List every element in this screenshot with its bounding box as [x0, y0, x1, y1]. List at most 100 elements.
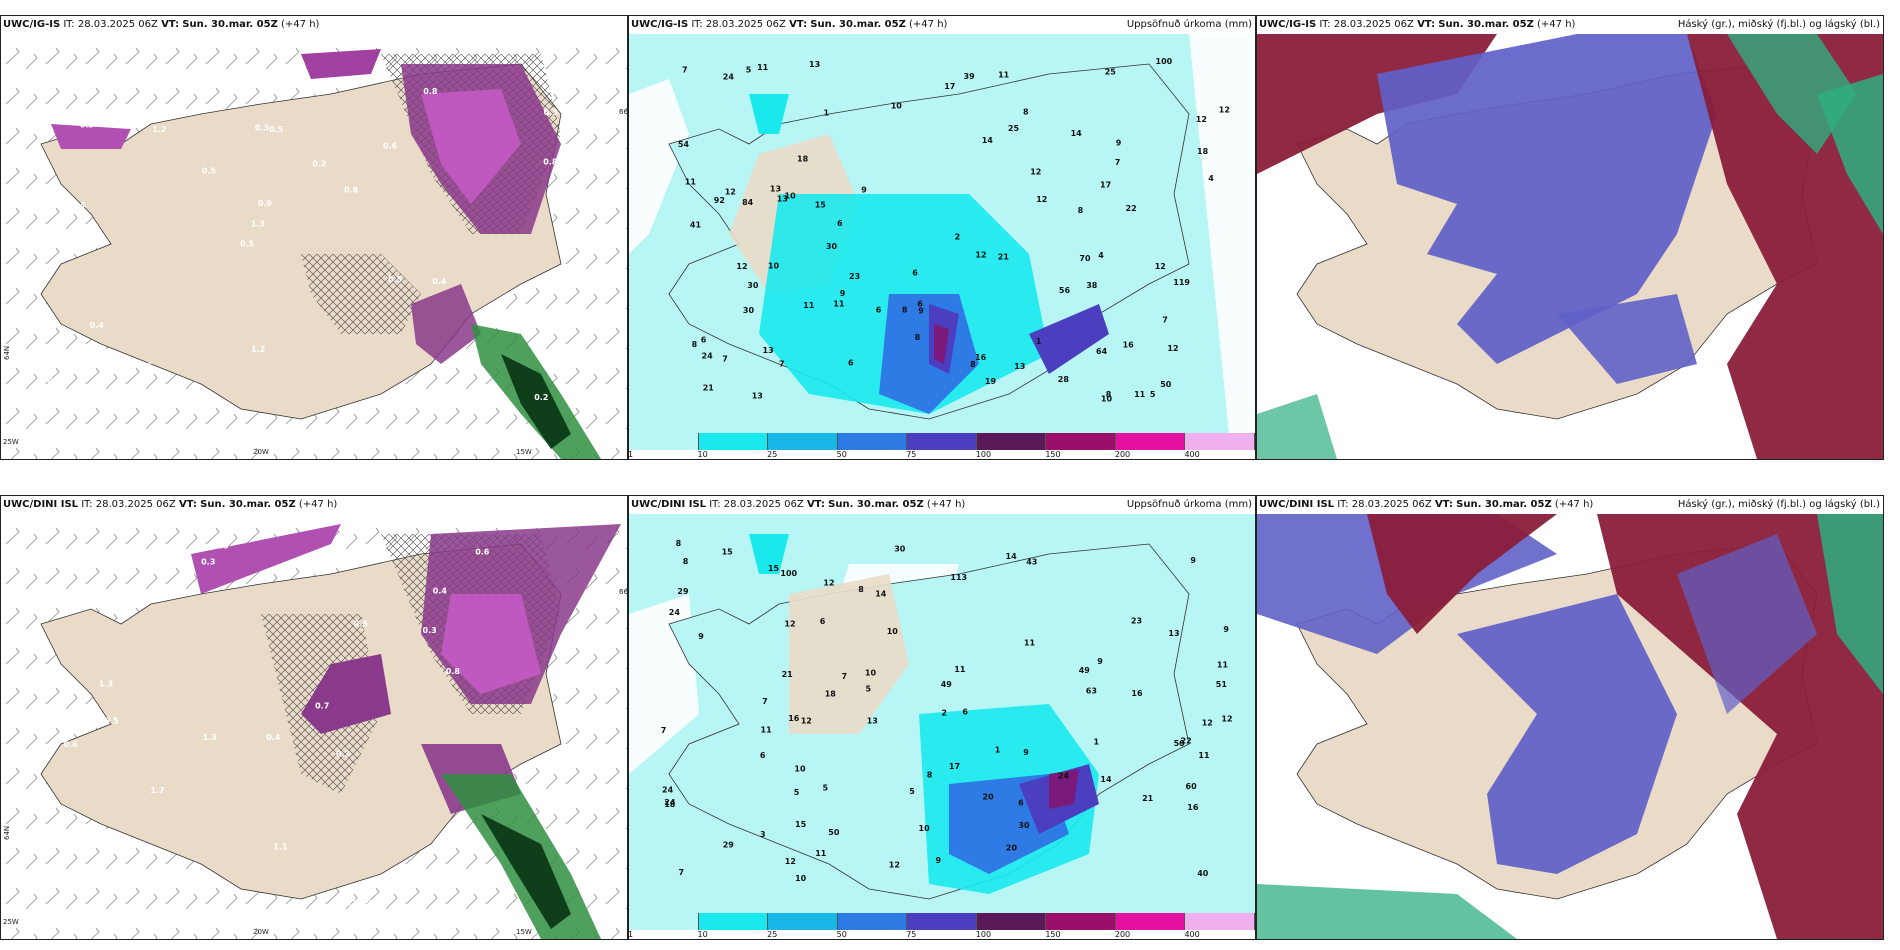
value-label: 0.7 [315, 701, 329, 710]
value-label: 9 [1097, 657, 1103, 666]
value-label: 2 [941, 709, 947, 718]
value-label: 8 [927, 770, 933, 779]
panel-title: Háský (gr.), miðský (fj.bl.) og lágský (… [1677, 499, 1880, 510]
lat-label: 25W [3, 438, 19, 446]
value-label: 0.9 [358, 898, 373, 907]
lat-label: 64N [3, 346, 11, 360]
value-label: 8 [902, 306, 908, 315]
value-label: 8 [858, 585, 864, 594]
value-label: 0.3 [80, 121, 94, 130]
it-value: 28.03.2025 06Z [1351, 499, 1432, 510]
map-precipitation: 6 13 5 4 5 1 8 30 11 8 22 39 7 8 6 1 2 4 12 9 11 10 13 11 16 12 8 6… [629, 34, 1255, 434]
value-label: 12 [1167, 344, 1178, 353]
value-label: 13 [1168, 629, 1179, 638]
value-label: 21 [782, 670, 794, 679]
value-label: 3 [760, 830, 766, 839]
value-label: 54 [678, 140, 690, 149]
colorbar-swatch [907, 433, 977, 450]
value-label: 0.4 [432, 277, 447, 286]
model-name: UWC/IG-IS [631, 19, 689, 30]
value-label: 0.5 [202, 167, 217, 176]
panel-ig-is-precip: UWC/IG-IS IT: 28.03.2025 06Z VT: Sun. 30… [628, 15, 1256, 460]
value-label: 20 [1006, 844, 1018, 853]
value-label: 11 [954, 665, 966, 674]
value-label: 13 [1014, 362, 1025, 371]
value-label: 12 [1219, 106, 1230, 115]
value-label: 10 [887, 627, 899, 636]
value-label: 12 [785, 857, 796, 866]
value-label: 0.6 [596, 189, 611, 198]
value-label: 0.2 [534, 393, 548, 402]
value-label: 0.8 [446, 667, 461, 676]
value-label: 7 [762, 697, 768, 706]
colorbar-swatch [698, 433, 769, 450]
colorbar-swatch [976, 433, 1047, 450]
lat-label: 66N [619, 588, 627, 596]
value-label: 8 [683, 557, 689, 566]
value-label: 0.3 [201, 558, 215, 567]
lat-label: 66N [619, 108, 627, 116]
model-name: UWC/IG-IS [1259, 19, 1317, 30]
value-label: 24 [1058, 771, 1070, 780]
value-label: 11 [1217, 660, 1229, 669]
value-label: 30 [894, 545, 906, 554]
value-label: 7 [842, 672, 848, 681]
value-label: 84 [742, 198, 754, 207]
panel-header: UWC/IG-IS IT: 28.03.2025 06Z VT: Sun. 30… [1257, 16, 1883, 34]
value-label: 5 [794, 788, 800, 797]
value-label: 13 [809, 60, 820, 69]
value-label: 119 [1173, 278, 1190, 287]
value-label: 10 [891, 101, 903, 110]
it-value: 28.03.2025 06Z [77, 19, 158, 30]
value-label: 23 [849, 272, 860, 281]
value-label: 11 [833, 300, 845, 309]
map-snow-wind: 20W 15W 64N 66N 25W 0.20.40.30.50.60.40.… [1, 34, 627, 459]
value-label: 63 [1086, 687, 1097, 696]
panel-title: Háský (gr.), miðský (fj.bl.) og lágský (… [1677, 19, 1880, 30]
value-label: 12 [1036, 195, 1047, 204]
vt-value: Sun. 30.mar. 05Z [182, 19, 278, 30]
value-label: 2 [955, 233, 961, 242]
colorbar-tick: 50 [836, 930, 847, 939]
value-label: 92 [714, 196, 725, 205]
colorbar-swatch [768, 433, 838, 450]
vt-label: VT: [806, 499, 825, 510]
value-label: 40 [1197, 869, 1209, 878]
value-label: 8 [676, 539, 682, 548]
value-label: 12 [784, 619, 795, 628]
value-label: 14 [1071, 129, 1083, 138]
panel-header: UWC/IG-IS IT: 28.03.2025 06Z VT: Sun. 30… [1, 16, 627, 34]
value-label: 11 [761, 726, 773, 735]
value-label: 49 [941, 680, 953, 689]
value-label: 0.5 [269, 125, 284, 134]
value-label: 9 [936, 856, 942, 865]
value-label: 7 [779, 359, 785, 368]
value-label: 0.3 [215, 542, 229, 551]
panel-dini-snow: UWC/DINI ISL IT: 28.03.2025 06Z VT: Sun.… [0, 495, 628, 940]
lead-time: (+47 h) [298, 499, 338, 510]
value-label: 0.3 [61, 597, 75, 606]
value-label: 21 [998, 252, 1010, 261]
vt-label: VT: [178, 499, 197, 510]
value-label: 7 [722, 355, 728, 364]
value-label: 24 [669, 608, 681, 617]
lon-label: 15W [516, 448, 532, 456]
value-label: 15 [722, 548, 734, 557]
value-label: 15 [815, 200, 827, 209]
value-label: 6 [701, 335, 707, 344]
map-cloud-cover [1257, 34, 1883, 459]
colorbar-tick: 50 [836, 450, 847, 459]
it-value: 28.03.2025 06Z [723, 499, 804, 510]
colorbar-tick: 400 [1184, 930, 1200, 939]
colorbar-swatch [837, 913, 908, 930]
value-label: 9 [1023, 748, 1029, 757]
value-label: 7 [1115, 158, 1121, 167]
value-label: 0.9 [258, 199, 273, 208]
map-precipitation: 8 8 7 9 9 6 14 5 7 24 5 6 10 6 8 7 5 3 6 10 11 10 11 16 11 17 10 14… [629, 514, 1255, 914]
value-label: 1.1 [273, 842, 288, 851]
value-label: 38 [1086, 281, 1098, 290]
vt-value: Sun. 30.mar. 05Z [1438, 19, 1534, 30]
value-label: 12 [889, 861, 900, 870]
value-label: 0.4 [99, 399, 114, 408]
colorbar-tick: 100 [975, 930, 992, 939]
